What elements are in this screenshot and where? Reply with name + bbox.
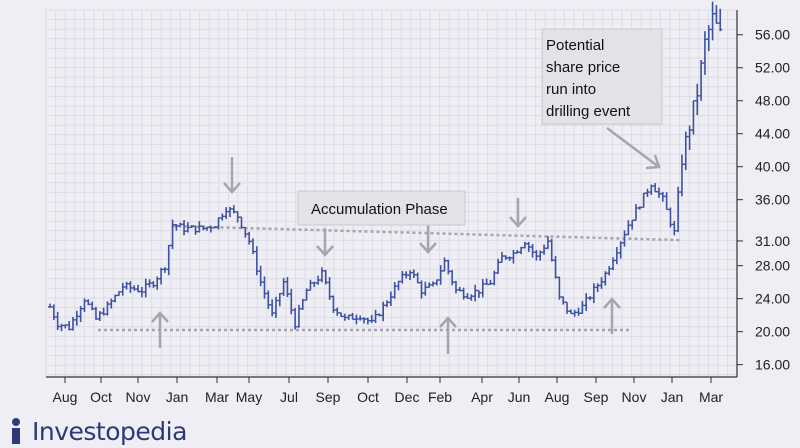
y-tick-label: 36.00 — [755, 192, 790, 208]
y-tick-label: 20.00 — [755, 324, 790, 340]
down-arrow-head — [419, 242, 437, 254]
y-tick-label: 48.00 — [755, 93, 790, 109]
down-arrow-head — [316, 245, 334, 257]
resistance-line — [172, 224, 681, 242]
y-tick-label: 16.00 — [755, 357, 790, 373]
annotation-drilling-line: share price — [546, 59, 620, 76]
y-tick-label: 44.00 — [755, 126, 790, 142]
x-tick-label: Sep — [316, 389, 341, 405]
up-arrow-head — [603, 297, 621, 309]
x-tick-label: Nov — [622, 389, 647, 405]
x-tick-label: Aug — [53, 389, 78, 405]
diagonal-arrow-head — [645, 154, 661, 170]
x-tick-label: Mar — [205, 389, 229, 405]
x-tick-label: Mar — [699, 389, 723, 405]
annotation-box — [297, 190, 466, 226]
x-tick-label: Jan — [661, 389, 684, 405]
diagonal-arrow-icon — [606, 127, 660, 168]
down-arrow-head — [223, 182, 241, 194]
x-tick-label: Oct — [90, 389, 112, 405]
price-bars — [48, 1, 723, 332]
up-arrow-head — [439, 316, 457, 328]
x-tick-label: Jun — [508, 389, 531, 405]
annotation-box — [541, 28, 663, 125]
up-arrow-head — [151, 311, 169, 323]
y-tick-label: 31.00 — [755, 233, 790, 249]
x-tick-label: Jan — [166, 389, 189, 405]
y-tick-label: 52.00 — [755, 60, 790, 76]
x-tick-label: Dec — [395, 389, 420, 405]
y-tick-label: 40.00 — [755, 159, 790, 175]
y-tick-label: 28.00 — [755, 258, 790, 274]
annotation-accumulation: Accumulation Phase — [311, 201, 448, 218]
x-tick-label: Nov — [126, 389, 151, 405]
x-tick-label: Oct — [357, 389, 379, 405]
x-tick-label: Jul — [280, 389, 298, 405]
y-tick-label: 24.00 — [755, 291, 790, 307]
down-arrow-head — [509, 216, 527, 228]
logo-i-icon — [8, 418, 26, 444]
x-tick-label: Sep — [584, 389, 609, 405]
x-tick-label: Aug — [545, 389, 570, 405]
axes: Aug Oct Nov Jan Mar May Jul Sep Oct Dec Feb Apr Jun A… — [46, 10, 790, 405]
y-tick-label: 56.00 — [755, 27, 790, 43]
investopedia-logo: Investopedia — [8, 416, 187, 446]
annotation-drilling-line: run into — [546, 81, 596, 98]
x-tick-label: May — [236, 389, 262, 405]
guide-lines — [98, 224, 681, 332]
annotations: Accumulation Phase Potential share price ru… — [151, 28, 663, 354]
annotation-drilling-line: Potential — [546, 37, 604, 54]
x-tick-label: Feb — [428, 389, 452, 405]
brand-name: Investopedia — [32, 416, 187, 446]
x-tick-label: Apr — [471, 389, 493, 405]
annotation-drilling-line: drilling event — [546, 103, 631, 120]
